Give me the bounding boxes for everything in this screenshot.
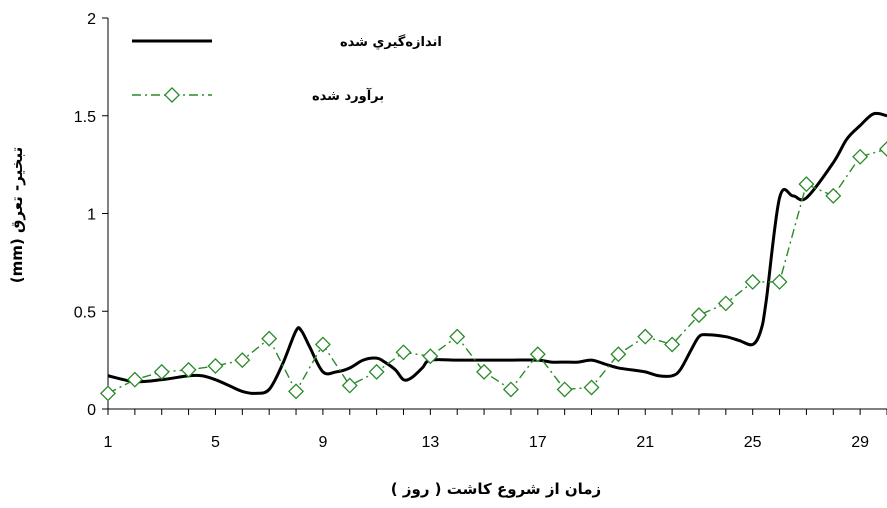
data-point-estimated bbox=[153, 363, 170, 380]
legend-marker-estimated bbox=[164, 87, 180, 103]
y-tick-label: 2 bbox=[87, 11, 96, 28]
x-tick-label: 29 bbox=[851, 434, 869, 451]
legend-label-measured: اندازه‌گيري شده bbox=[340, 34, 442, 50]
legend: اندازه‌گيري شده برآورد شده bbox=[132, 34, 442, 104]
series-line-measured bbox=[107, 111, 887, 395]
data-point-estimated bbox=[449, 328, 466, 345]
x-axis-title: زمان از شروع كاشت ( روز ) bbox=[391, 480, 601, 498]
data-point-estimated bbox=[771, 273, 788, 290]
data-point-estimated bbox=[422, 348, 439, 365]
data-point-estimated bbox=[637, 328, 654, 345]
data-point-estimated bbox=[261, 330, 278, 347]
x-tick-label: 21 bbox=[636, 434, 654, 451]
y-tick-label: 0 bbox=[87, 402, 96, 419]
y-ticks: 0 0.5 1 1.5 2 bbox=[74, 11, 108, 419]
x-tick-label: 5 bbox=[211, 434, 220, 451]
x-tick-label: 1 bbox=[104, 434, 113, 451]
data-point-estimated bbox=[180, 361, 197, 378]
data-point-estimated bbox=[288, 383, 305, 400]
y-tick-label: 1.5 bbox=[74, 109, 96, 126]
x-tick-label: 9 bbox=[318, 434, 327, 451]
legend-label-estimated: برآورد شده bbox=[312, 87, 384, 104]
data-point-estimated bbox=[744, 273, 761, 290]
data-point-estimated bbox=[207, 357, 224, 374]
data-point-estimated bbox=[368, 363, 385, 380]
data-point-estimated bbox=[502, 381, 519, 398]
y-tick-label: 0.5 bbox=[74, 304, 96, 321]
data-point-estimated bbox=[717, 295, 734, 312]
data-point-estimated bbox=[476, 363, 493, 380]
x-ticks: 1 5 9 13 17 21 25 29 bbox=[104, 409, 887, 451]
data-point-estimated bbox=[126, 371, 143, 388]
data-point-estimated bbox=[234, 352, 251, 369]
series-layer bbox=[100, 111, 887, 402]
data-point-estimated bbox=[529, 346, 546, 363]
x-tick-label: 25 bbox=[744, 434, 762, 451]
data-point-estimated bbox=[825, 187, 842, 204]
data-point-estimated bbox=[314, 336, 331, 353]
x-tick-label: 17 bbox=[529, 434, 547, 451]
data-point-estimated bbox=[556, 381, 573, 398]
data-point-estimated bbox=[341, 377, 358, 394]
data-point-estimated bbox=[610, 346, 627, 363]
data-point-estimated bbox=[690, 307, 707, 324]
y-axis-title: تبخير- تعرق (mm) bbox=[8, 147, 26, 284]
data-point-estimated bbox=[664, 336, 681, 353]
data-point-estimated bbox=[100, 385, 116, 402]
data-point-estimated bbox=[395, 344, 412, 361]
y-tick-label: 1 bbox=[87, 207, 96, 224]
data-point-estimated bbox=[852, 148, 869, 165]
data-point-estimated bbox=[583, 379, 600, 396]
data-point-estimated bbox=[879, 140, 887, 157]
data-point-estimated bbox=[798, 176, 815, 193]
x-tick-label: 13 bbox=[421, 434, 439, 451]
